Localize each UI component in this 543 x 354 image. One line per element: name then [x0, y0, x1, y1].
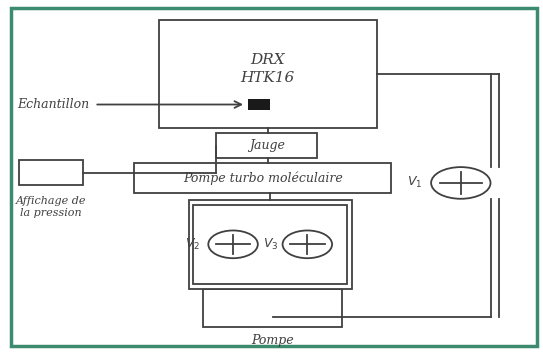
Text: $V_3$: $V_3$: [263, 237, 279, 252]
Text: Affichage de
la pression: Affichage de la pression: [16, 195, 86, 218]
Bar: [204, 289, 342, 326]
Bar: [159, 19, 377, 129]
Text: $V_2$: $V_2$: [185, 237, 200, 252]
Bar: [134, 163, 392, 193]
Bar: [19, 160, 83, 185]
Text: Pompe turbo moléculaire: Pompe turbo moléculaire: [183, 171, 343, 185]
Ellipse shape: [209, 230, 258, 258]
Text: Jauge: Jauge: [249, 139, 285, 152]
Text: $V_1$: $V_1$: [407, 175, 422, 190]
Bar: [188, 200, 352, 289]
Text: DRX
HTK16: DRX HTK16: [241, 53, 295, 85]
Bar: [216, 133, 317, 158]
Text: Echantillon: Echantillon: [17, 98, 90, 111]
Bar: [193, 205, 347, 284]
Ellipse shape: [282, 230, 332, 258]
Bar: [248, 98, 270, 110]
Ellipse shape: [431, 167, 490, 199]
Text: Pompe: Pompe: [251, 334, 294, 347]
